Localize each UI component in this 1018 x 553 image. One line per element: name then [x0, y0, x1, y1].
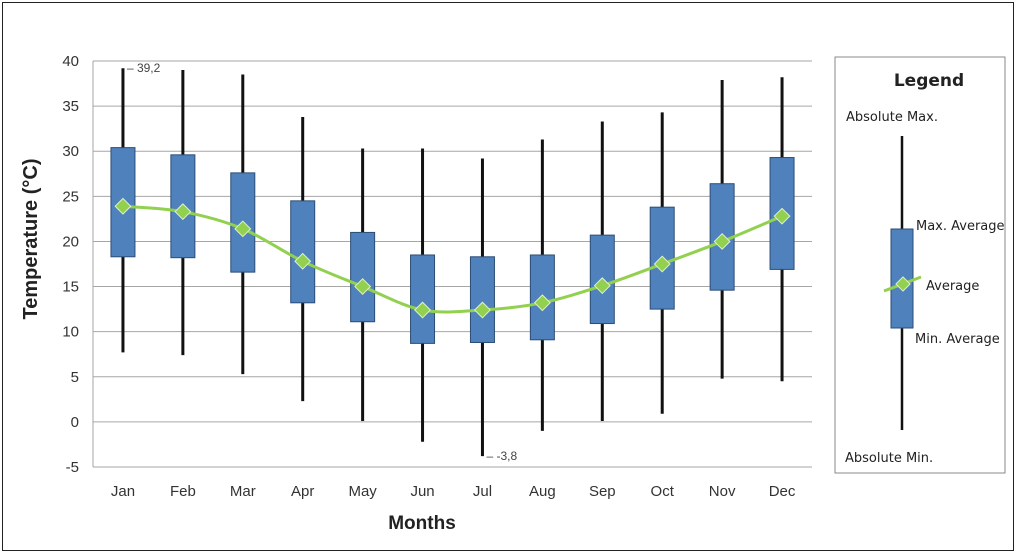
average-marker — [414, 301, 432, 319]
x-tick-label: Apr — [291, 483, 314, 500]
legend-absolute-min-label: Absolute Min. — [845, 451, 933, 466]
box — [350, 231, 376, 323]
legend-title: Legend — [894, 71, 964, 91]
x-tick-label: Oct — [651, 483, 675, 500]
average-line-layer — [114, 197, 791, 319]
average-marker — [294, 252, 312, 270]
legend-average-marker — [895, 276, 911, 292]
y-tick-label: 15 — [62, 279, 79, 296]
x-tick-label: Nov — [709, 483, 736, 500]
x-tick-label: Dec — [769, 483, 796, 500]
x-axis-title: Months — [388, 513, 456, 534]
x-tick-label: Feb — [170, 483, 196, 500]
x-tick-label: Mar — [230, 483, 256, 500]
legend-average-label: Average — [926, 279, 979, 294]
average-marker — [533, 294, 551, 312]
legend: Legend Absolute Max. Max. Average Averag… — [834, 56, 1006, 474]
x-tick-label: Jan — [111, 483, 135, 500]
grid-lines — [92, 60, 812, 468]
y-tick-label: 35 — [62, 98, 79, 115]
y-tick-label: 0 — [71, 414, 79, 431]
x-tick-label: Jun — [410, 483, 434, 500]
y-tick-label: -5 — [66, 459, 79, 476]
box — [410, 254, 436, 344]
average-marker — [653, 255, 671, 273]
x-tick-label: Sep — [589, 483, 616, 500]
y-tick-label: 10 — [62, 324, 79, 341]
average-marker — [473, 301, 491, 319]
legend-min-average-label: Min. Average — [915, 332, 1000, 347]
annotations: – 39,2 – -3,8 — [127, 61, 518, 463]
average-marker — [234, 220, 252, 238]
x-tick-label: May — [348, 483, 377, 500]
y-tick-label: 25 — [62, 188, 79, 205]
y-tick-label: 5 — [71, 369, 79, 386]
x-tick-labels: Jan Feb Mar Apr May Jun Jul Aug Sep Oct Nov Dec — [111, 483, 796, 500]
y-tick-labels: -5 0 5 10 15 20 25 30 35 40 — [62, 53, 79, 476]
y-tick-label: 30 — [62, 143, 79, 160]
box — [290, 200, 316, 304]
data-annotation: – 39,2 — [127, 61, 161, 75]
average-line — [122, 204, 783, 314]
x-tick-label: Aug — [529, 483, 556, 500]
y-tick-label: 40 — [62, 53, 79, 70]
x-tick-label: Jul — [473, 483, 492, 500]
legend-max-average-label: Max. Average — [916, 219, 1005, 234]
average-marker — [354, 278, 372, 296]
legend-border — [834, 56, 1006, 474]
average-marker — [593, 277, 611, 295]
legend-absolute-max-label: Absolute Max. — [846, 110, 938, 125]
y-axis-title: Temperature (°C) — [20, 159, 42, 320]
data-annotation: – -3,8 — [486, 449, 517, 463]
average-marker — [713, 232, 731, 250]
boxes — [110, 68, 795, 457]
average-marker — [174, 203, 192, 221]
y-tick-label: 20 — [62, 233, 79, 250]
box — [469, 256, 495, 343]
average-marker — [773, 207, 791, 225]
average-marker — [114, 197, 132, 215]
